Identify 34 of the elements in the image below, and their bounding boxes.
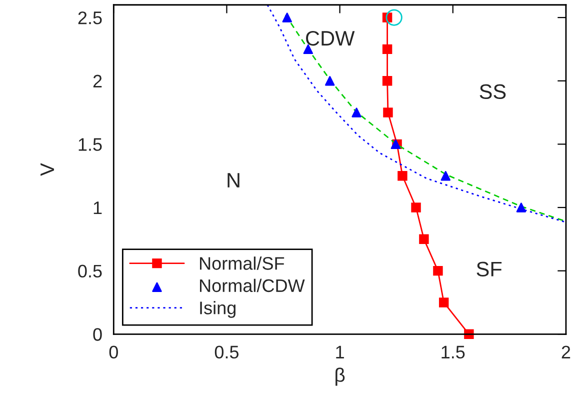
y-tick-label: 2	[93, 74, 102, 88]
point	[411, 202, 421, 212]
y-tick-label: 2.5	[78, 11, 102, 24]
legend-label: Ising	[200, 301, 236, 318]
legend-label: Normal/CDW	[200, 278, 305, 292]
point	[440, 170, 451, 181]
x-tick-label: 1.5	[442, 346, 465, 359]
x-tick-label: 0	[109, 346, 118, 359]
point	[386, 9, 402, 26]
point	[433, 266, 443, 276]
point	[382, 76, 392, 86]
y-axis-title: V	[40, 163, 54, 176]
point	[438, 298, 449, 308]
x-tick-label: 0.5	[214, 346, 239, 359]
annotation: SF	[476, 262, 502, 277]
point	[398, 170, 408, 181]
annotation: SS	[480, 84, 506, 100]
y-tick-label: 0	[93, 328, 102, 341]
x-tick-label: 1	[336, 346, 344, 358]
y-tick-label: 0.5	[78, 264, 102, 278]
x-axis-title: β	[336, 368, 345, 386]
point	[324, 76, 335, 86]
point	[282, 12, 292, 22]
point	[352, 108, 362, 118]
point	[382, 44, 392, 54]
point	[383, 108, 393, 118]
point	[419, 234, 429, 244]
y-tick-label: 1	[94, 202, 102, 214]
legend-label: Normal/SF	[200, 256, 284, 270]
x-tick-label: 2	[562, 346, 570, 358]
y-tick-label: 1.5	[78, 138, 102, 151]
point	[516, 202, 526, 212]
annotation: CDW	[306, 30, 355, 46]
annotation: N	[228, 173, 240, 188]
